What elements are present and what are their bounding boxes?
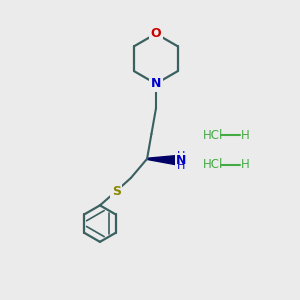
Text: N: N (176, 154, 186, 167)
Text: O: O (151, 27, 161, 40)
Text: HCl: HCl (203, 158, 224, 171)
Text: S: S (112, 185, 121, 198)
Text: N: N (151, 77, 161, 90)
Polygon shape (147, 155, 180, 165)
Text: H: H (241, 158, 250, 171)
Text: H: H (177, 152, 185, 161)
Text: H: H (241, 129, 250, 142)
Text: H: H (177, 161, 185, 171)
Text: HCl: HCl (203, 129, 224, 142)
